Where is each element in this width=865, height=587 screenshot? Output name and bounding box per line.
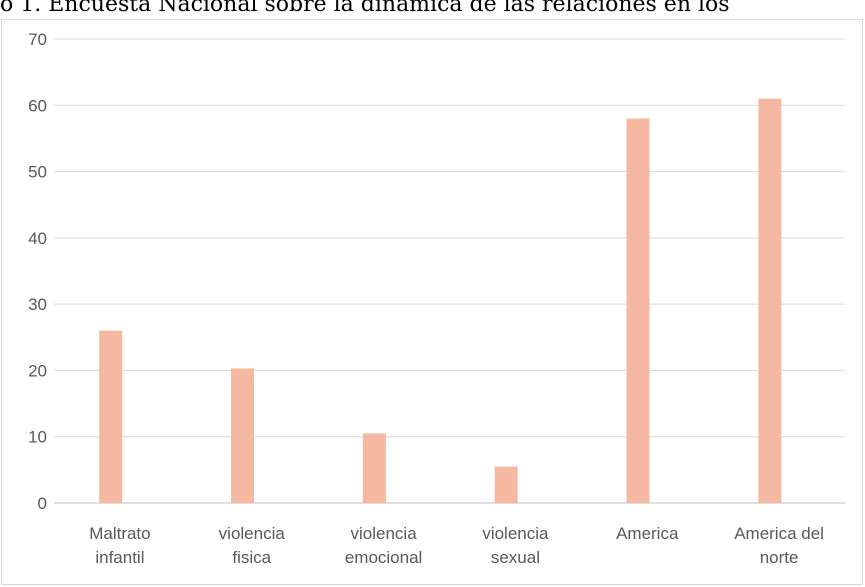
y-tick-label: 20 <box>28 361 47 380</box>
x-tick-label: America del norte <box>734 524 824 567</box>
x-tick-label-line: America del <box>734 524 824 543</box>
y-tick-label: 70 <box>28 30 47 49</box>
x-tick-label-line: infantil <box>95 548 144 567</box>
x-tick-label: violencia sexual <box>482 524 549 567</box>
bar <box>494 466 518 503</box>
x-tick-label-line: Maltrato <box>89 524 150 543</box>
x-tick-label: violencia emocional <box>345 524 423 567</box>
y-tick-label: 60 <box>28 96 47 115</box>
bar <box>626 118 650 504</box>
y-tick-label: 50 <box>28 163 47 182</box>
x-tick-label: America <box>616 524 679 543</box>
chart-title: o 1. Encuesta Nacional sobre la dinámica… <box>0 0 730 17</box>
y-tick-label: 0 <box>38 494 47 513</box>
x-tick-label-line: norte <box>760 548 799 567</box>
x-tick-label-line: violencia <box>482 524 549 543</box>
chart-frame <box>1 19 863 585</box>
y-axis-ticks: 0 10 20 30 40 50 60 70 <box>28 30 47 513</box>
gridlines <box>54 38 845 504</box>
y-tick-label: 40 <box>28 229 47 248</box>
x-tick-label-line: violencia <box>219 524 286 543</box>
bar <box>99 330 123 503</box>
bar <box>362 433 386 503</box>
x-tick-label-line: violencia <box>351 524 418 543</box>
x-tick-label: Maltrato infantil <box>89 524 150 567</box>
x-tick-label-line: emocional <box>345 548 423 567</box>
x-tick-label: violencia fisica <box>219 524 286 567</box>
bar <box>231 368 255 503</box>
x-tick-label-line: sexual <box>491 548 540 567</box>
y-tick-label: 10 <box>28 428 47 447</box>
y-tick-label: 30 <box>28 295 47 314</box>
x-tick-label-line: fisica <box>232 548 271 567</box>
bar <box>758 98 782 504</box>
bars <box>99 98 782 504</box>
x-tick-label-line: America <box>616 524 679 543</box>
